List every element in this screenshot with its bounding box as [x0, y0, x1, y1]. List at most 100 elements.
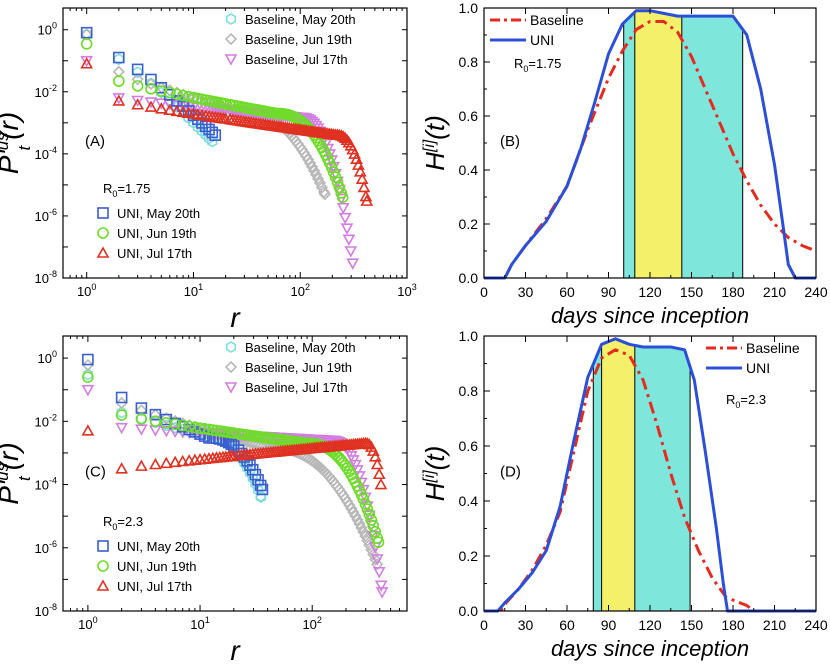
curves [484, 9, 817, 280]
data-point [368, 450, 382, 462]
y-label-main: H [420, 152, 450, 171]
x-axis: 100 101 102 103 [62, 8, 417, 299]
y-label-main: P' [0, 149, 24, 175]
legend-marker [224, 32, 238, 46]
data-point [355, 521, 368, 534]
data-point [342, 234, 356, 246]
x-tick-label: 210 [763, 284, 787, 300]
x-axis-label: r [230, 635, 241, 666]
curve-uni [484, 9, 816, 280]
data-point [357, 525, 370, 539]
legend-marker [97, 227, 109, 239]
r0-symbol: R [103, 514, 112, 529]
data-point [331, 176, 344, 188]
tick-exponent: 2 [317, 615, 322, 625]
y-tick-label: 1.0 [459, 0, 479, 16]
band-inner [634, 10, 683, 279]
data-point [168, 455, 182, 468]
legend-label: Baseline, Jul 17th [245, 380, 348, 395]
tick-exponent: -4 [49, 476, 57, 486]
data-point [357, 180, 371, 193]
tick-base: 10 [38, 23, 52, 38]
r0-subscript: 0 [112, 189, 117, 199]
tick-exponent: -8 [49, 269, 57, 279]
data-point [115, 391, 128, 404]
tick-base: 10 [35, 147, 49, 162]
x-tick-label: 103 [397, 282, 416, 299]
y-label-sub: t [15, 144, 34, 150]
data-point [80, 26, 93, 39]
data-point [353, 517, 366, 530]
data-point [309, 168, 323, 181]
data-point [321, 143, 335, 156]
data-point [80, 57, 94, 69]
y-tick-label: 0.6 [459, 108, 479, 124]
data-point [363, 508, 376, 521]
data-point [115, 409, 128, 421]
data-point [81, 424, 95, 436]
data-point [352, 158, 365, 170]
series-uni-may-20th [82, 353, 269, 496]
data-point [372, 566, 386, 579]
data-point [355, 172, 369, 185]
legend-top: Baseline, May 20th Baseline, Jun 19th Base… [224, 12, 356, 67]
legend-marker [97, 540, 109, 552]
data-point [131, 80, 144, 92]
plot-frame [62, 7, 408, 279]
data-point [203, 132, 215, 145]
y-tick-label: 100 [38, 21, 57, 38]
x-axis-label: days since inception [551, 303, 749, 328]
legend-marker [97, 207, 109, 219]
data-point [163, 103, 177, 116]
y-label-sup: us [0, 132, 12, 150]
tick-base: 10 [35, 541, 49, 556]
data-point [346, 258, 360, 270]
y-label-main: P' [0, 479, 24, 505]
data-point [333, 181, 346, 194]
x-tick-label: 150 [680, 284, 704, 300]
x-tick-label: 60 [559, 617, 575, 633]
data-point [347, 506, 360, 519]
tick-base: 10 [35, 414, 49, 429]
data-point [82, 353, 94, 366]
data-point [163, 86, 176, 99]
data-point [131, 95, 144, 108]
y-tick-label: 0.8 [459, 54, 479, 70]
x-tick-label: 0 [480, 617, 488, 633]
legend-marker [96, 579, 110, 591]
tick-base: 10 [397, 284, 411, 299]
data-point [338, 212, 352, 225]
y-tick-label: 10-8 [35, 269, 57, 286]
r0-value: =2.3 [740, 392, 766, 407]
data-point [198, 423, 211, 435]
r0-subscript: 0 [112, 522, 117, 532]
r0-subscript: 0 [523, 64, 528, 74]
data-point [345, 502, 358, 515]
data-point [359, 498, 372, 510]
curves [484, 337, 816, 613]
x-tick-label: 100 [77, 282, 96, 299]
data-point [203, 423, 215, 436]
legend-marker [96, 246, 110, 258]
data-point [81, 384, 95, 397]
y-label-sub: t [15, 475, 34, 481]
data-point [374, 477, 388, 490]
r0-label: R0=2.3 [103, 514, 143, 532]
tick-exponent: -6 [49, 539, 57, 549]
data-point [374, 580, 388, 592]
r0-value: =1.75 [528, 56, 561, 71]
tick-base: 10 [77, 284, 91, 299]
r0-label: R0=1.75 [514, 56, 561, 74]
data-point [348, 459, 362, 472]
data-point [112, 93, 126, 105]
data-point [183, 420, 195, 433]
legend: Baseline UNI R0=2.3 [706, 340, 800, 410]
legend-marker [224, 382, 238, 394]
r0-label: R0=2.3 [726, 392, 766, 410]
data-point [194, 422, 206, 434]
x-axis: 0 30 60 90 120 150 180 210 240 [480, 336, 828, 633]
data-point [361, 503, 374, 515]
x-tick-label: 120 [638, 617, 662, 633]
